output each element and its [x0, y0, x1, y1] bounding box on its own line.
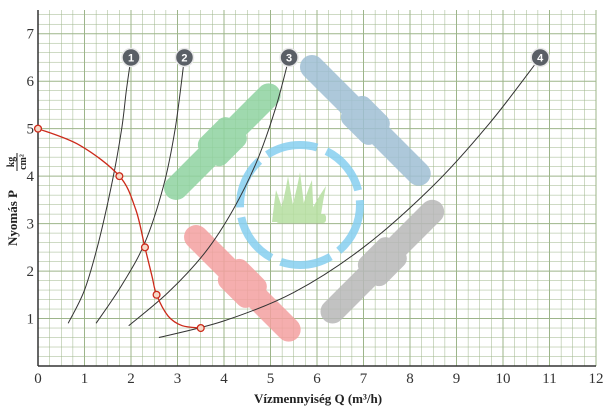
- y-tick-label: 3: [27, 217, 35, 233]
- x-tick-label: 7: [360, 371, 368, 387]
- watermark-bar-blue-knob: [340, 95, 390, 145]
- y-axis-title-text: Nyomás P: [5, 190, 20, 246]
- x-tick-label: 4: [220, 371, 228, 387]
- x-tick-label: 0: [34, 371, 42, 387]
- pump-curve-point: [33, 124, 43, 133]
- x-tick-label: 1: [81, 371, 89, 387]
- curve-badge-label-2: 2: [181, 52, 187, 64]
- curve-badges: 1 2 3 4: [121, 47, 550, 68]
- x-axis-title: Vízmennyiség Q (m³/h): [254, 391, 382, 406]
- watermark-grass: [272, 172, 326, 223]
- watermark-logo: [164, 54, 445, 342]
- x-tick-label: 6: [313, 371, 321, 387]
- pump-curve-point: [115, 172, 124, 181]
- y-tick-label: 2: [27, 264, 35, 280]
- x-tick-label: 5: [267, 371, 275, 387]
- pump-curve: [37, 128, 201, 329]
- x-tick-label: 12: [589, 371, 604, 387]
- pipe-curve-4: [158, 57, 541, 338]
- pump-curve-point: [140, 243, 150, 252]
- curves: [67, 57, 541, 338]
- y-tick-label: 7: [27, 27, 35, 43]
- pump-curve-point: [152, 290, 161, 299]
- y-tick-label: 4: [27, 169, 35, 185]
- curve-badge-2: [174, 47, 195, 68]
- watermark-ring: [236, 141, 364, 269]
- curve-badge-4: [530, 47, 550, 68]
- pump-curve-point: [196, 323, 205, 333]
- x-tick-label: 9: [453, 371, 461, 387]
- pipe-curve-2: [95, 57, 185, 324]
- axes: [37, 10, 596, 367]
- x-tick-label: 8: [406, 371, 414, 387]
- curve-badge-3: [279, 47, 299, 68]
- y-tick-label: 5: [27, 122, 35, 138]
- watermark-bar-red-knob: [217, 258, 267, 308]
- pump-curve-layer: [33, 124, 205, 333]
- y-axis-title: Nyomás P kg cm²: [5, 153, 29, 246]
- x-tick-label: 10: [496, 371, 511, 387]
- watermark-bar-green-knob: [197, 117, 247, 167]
- pipe-curve-3: [128, 57, 290, 327]
- x-tick-label: 11: [542, 371, 556, 387]
- y-tick-label: 6: [27, 74, 35, 90]
- y-tick-label: 1: [27, 312, 35, 328]
- x-tick-label: 2: [127, 371, 135, 387]
- curve-badge-label-4: 4: [537, 52, 544, 64]
- curve-badge-label-3: 3: [286, 52, 292, 64]
- pipe-curve-1: [67, 57, 132, 324]
- y-axis-unit-denominator: cm²: [18, 154, 29, 170]
- x-tick-label: 3: [174, 371, 182, 387]
- watermark-bar-gray-knob: [357, 237, 407, 287]
- curve-badge-label-1: 1: [128, 52, 134, 64]
- y-axis-unit-numerator: kg: [6, 157, 17, 168]
- curve-badge-1: [121, 47, 141, 68]
